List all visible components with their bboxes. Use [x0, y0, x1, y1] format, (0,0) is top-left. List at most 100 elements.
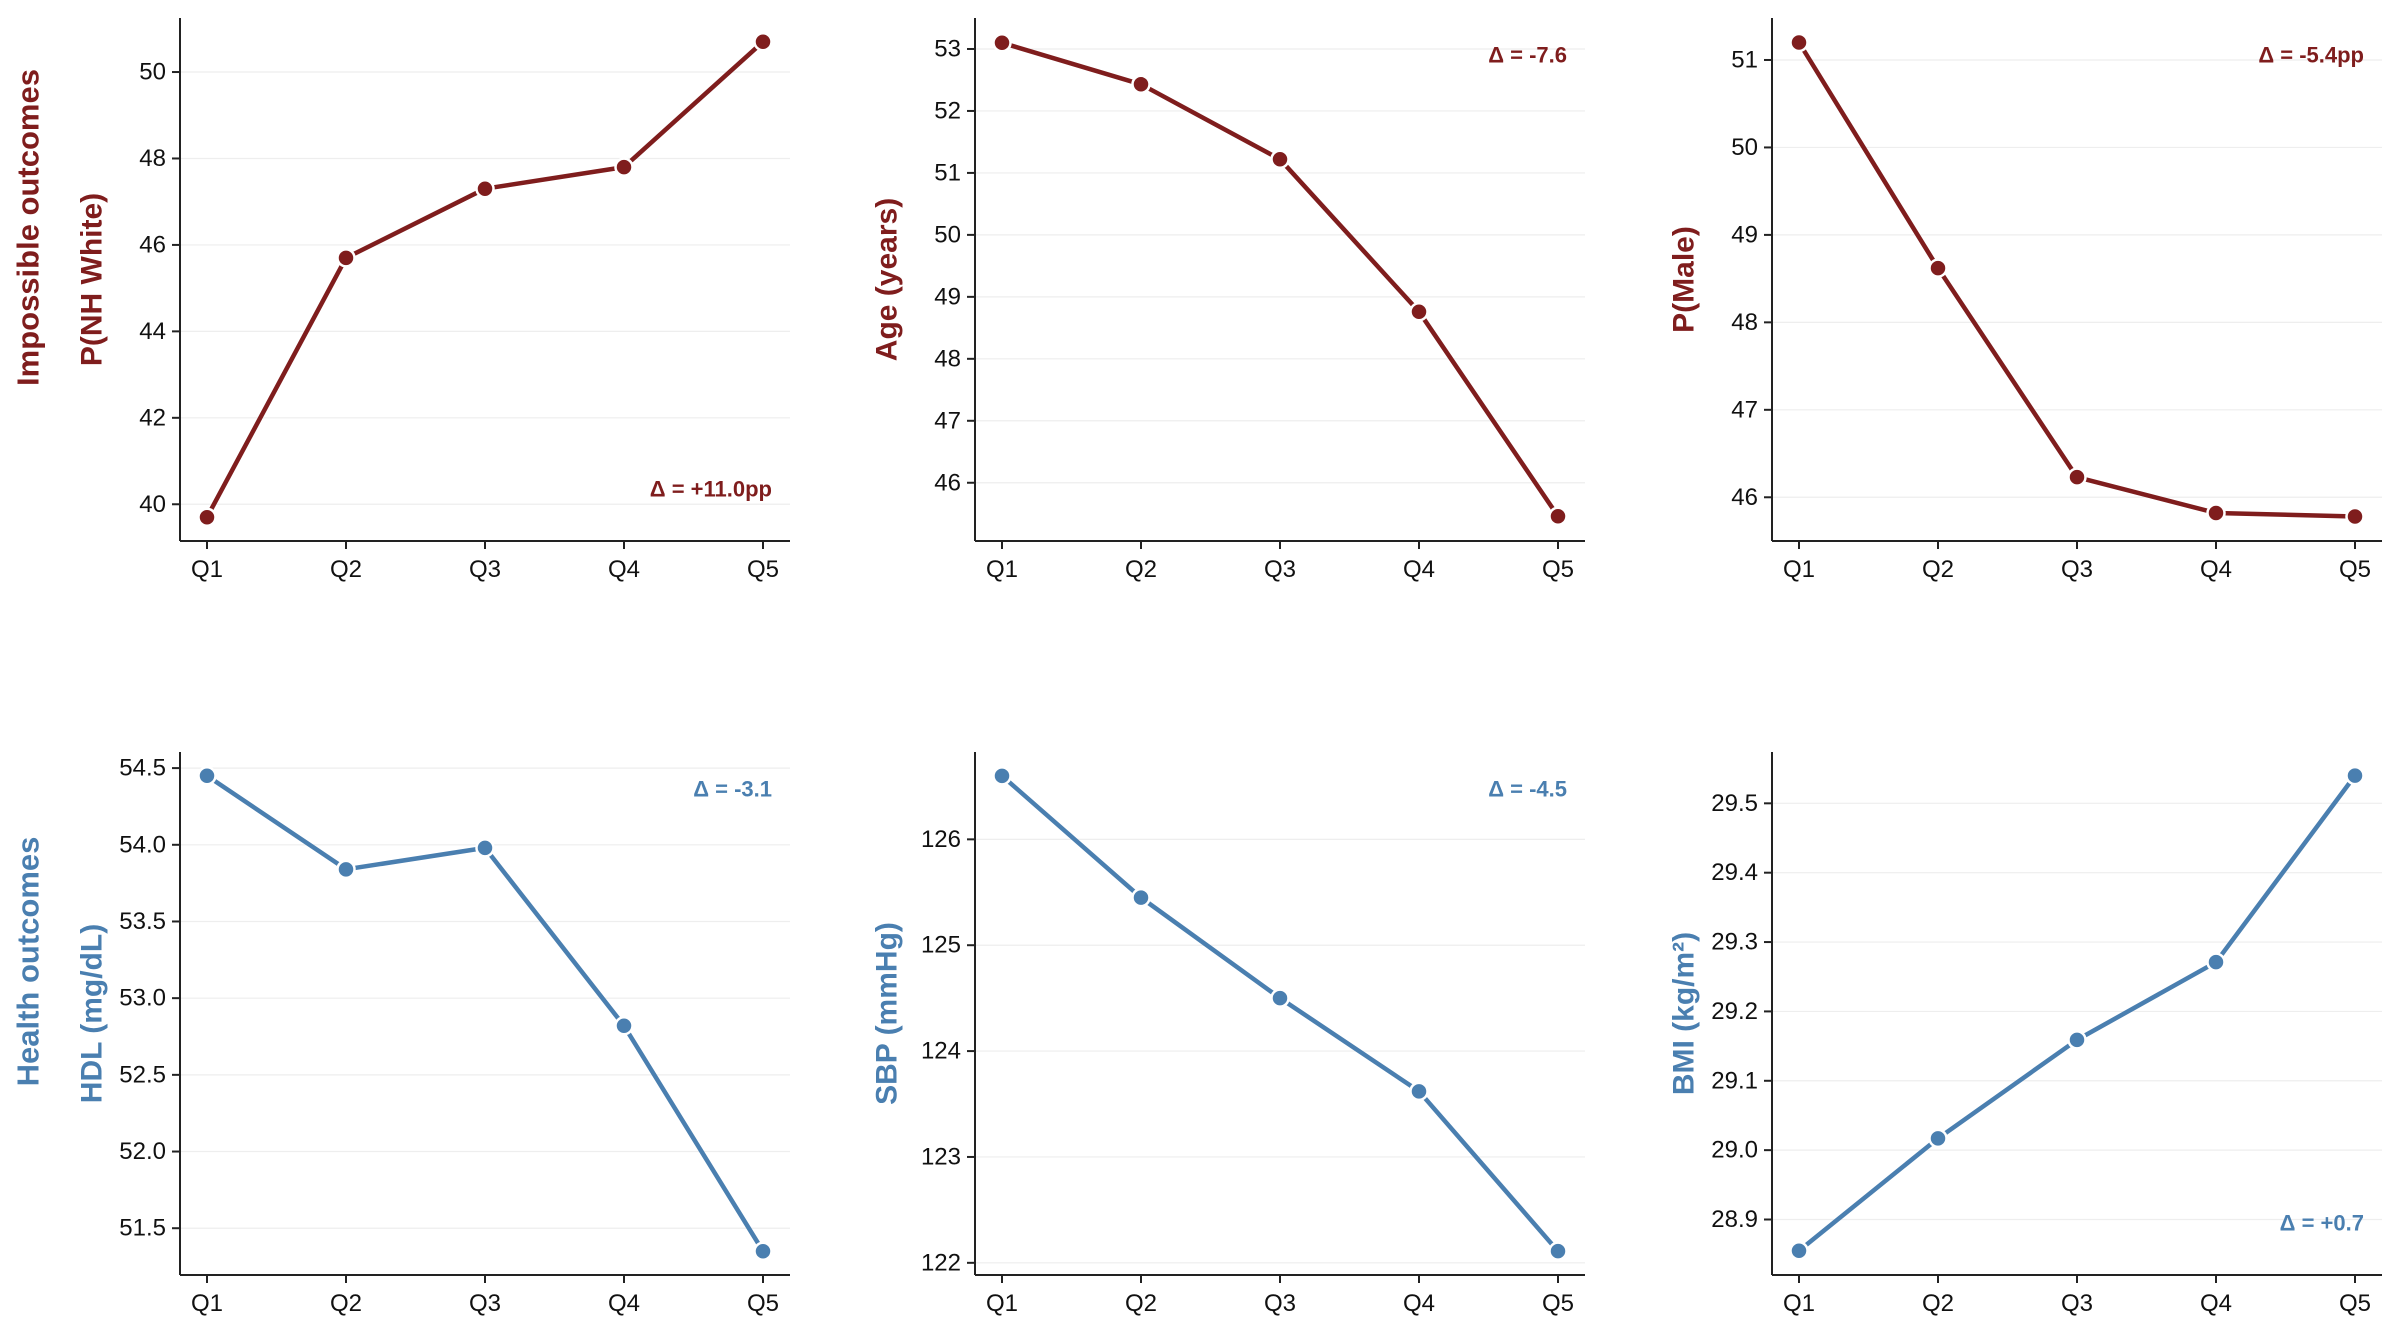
data-point [2206, 503, 2226, 523]
y-tick-label: 46 [139, 231, 166, 258]
data-point [614, 157, 634, 177]
x-tick-label: Q2 [1922, 556, 1954, 583]
data-point [1789, 1240, 1809, 1261]
y-tick-label: 29.3 [1711, 929, 1758, 956]
x-tick-label: Q4 [1403, 1290, 1435, 1317]
y-tick-label: 54.5 [119, 755, 166, 782]
data-point [2345, 765, 2365, 786]
x-tick-label: Q1 [1783, 1290, 1815, 1317]
y-tick-label: 53.5 [119, 908, 166, 935]
x-tick-label: Q3 [1264, 556, 1296, 583]
y-tick-label: 46 [934, 469, 961, 496]
delta-annotation: Δ = -5.4pp [2258, 43, 2364, 68]
x-tick-label: Q5 [1542, 556, 1574, 583]
y-tick-label: 52 [934, 97, 961, 124]
x-tick-label: Q1 [191, 1290, 223, 1317]
data-point [197, 766, 217, 786]
y-tick-label: 123 [921, 1143, 961, 1170]
subplot-3: 51.5 52.0 52.5 53.0 53.5 54.0 54.5 Q1 Q2 Q3 Q4 Q5 HD… [76, 752, 790, 1317]
data-point [1928, 1128, 1948, 1149]
y-tick-label: 49 [934, 283, 961, 310]
y-tick-label: 51 [934, 159, 961, 186]
x-tick-label: Q4 [1403, 556, 1435, 583]
data-point [1928, 258, 1948, 278]
delta-annotation: Δ = +11.0pp [650, 477, 772, 502]
x-tick-label: Q1 [1783, 556, 1815, 583]
data-point [336, 859, 356, 880]
y-tick-label: 126 [921, 826, 961, 853]
row-label: Impossible outcomes [11, 69, 46, 386]
y-tick-label: 29.1 [1711, 1067, 1758, 1094]
y-tick-label: 54.0 [119, 831, 166, 858]
series-line [999, 40, 1561, 519]
data-point [1548, 506, 1568, 526]
data-point [753, 32, 773, 52]
x-tick-label: Q5 [747, 1290, 779, 1317]
y-tick-label: 52.5 [119, 1061, 166, 1088]
data-point [2345, 506, 2365, 527]
x-tick-label: Q3 [469, 1290, 501, 1317]
delta-annotation: Δ = +0.7 [2280, 1211, 2364, 1236]
subplot-5: 28.9 29.0 29.1 29.2 29.3 29.4 29.5 Q1 Q2 Q3 Q4 Q5 BM… [1668, 752, 2382, 1317]
data-point [1409, 1081, 1429, 1102]
y-axis-label: BMI (kg/m²) [1668, 932, 1701, 1095]
y-axis-label: HDL (mg/dL) [76, 924, 109, 1103]
data-point [1409, 301, 1429, 322]
x-tick-label: Q4 [608, 1290, 640, 1317]
series-line [1796, 773, 2358, 1253]
x-tick-label: Q2 [330, 1290, 362, 1317]
y-axis-label: SBP (mmHg) [871, 922, 904, 1105]
y-tick-label: 48 [139, 145, 166, 172]
series-line [1796, 40, 2358, 519]
x-tick-label: Q2 [1125, 1290, 1157, 1317]
x-tick-label: Q1 [986, 556, 1018, 583]
x-tick-label: Q2 [1922, 1290, 1954, 1317]
y-tick-label: 50 [1731, 134, 1758, 161]
y-tick-label: 44 [139, 318, 166, 345]
x-tick-label: Q5 [1542, 1290, 1574, 1317]
data-point [197, 507, 217, 527]
y-tick-label: 48 [1731, 309, 1758, 336]
y-tick-label: 48 [934, 345, 961, 372]
data-point [2067, 467, 2087, 487]
data-point [336, 248, 356, 268]
data-point [992, 766, 1012, 786]
subplot-1: 46 47 48 49 50 51 52 53 Q1 Q2 Q3 Q4 Q5 Age (years) Δ =… [871, 18, 1585, 583]
data-point [475, 178, 495, 199]
y-axis-label: Age (years) [871, 198, 904, 361]
data-point [753, 1241, 773, 1261]
y-tick-label: 50 [934, 221, 961, 248]
data-point [2206, 952, 2226, 972]
x-tick-label: Q3 [1264, 1290, 1296, 1317]
data-point [2067, 1030, 2087, 1050]
y-axis-label: P(Male) [1668, 226, 1701, 333]
y-tick-label: 29.4 [1711, 859, 1758, 886]
x-tick-label: Q2 [1125, 556, 1157, 583]
data-point [1270, 988, 1290, 1008]
y-tick-label: 52.0 [119, 1138, 166, 1165]
x-tick-label: Q3 [2061, 1290, 2093, 1317]
data-point [1789, 32, 1809, 53]
data-point [1548, 1241, 1568, 1261]
y-tick-label: 40 [139, 491, 166, 518]
delta-annotation: Δ = -3.1 [693, 777, 772, 802]
data-point [992, 33, 1012, 53]
data-point [1131, 74, 1151, 95]
y-tick-label: 46 [1731, 484, 1758, 511]
x-tick-label: Q1 [986, 1290, 1018, 1317]
x-tick-label: Q2 [330, 556, 362, 583]
y-tick-label: 53.0 [119, 985, 166, 1012]
y-tick-label: 51.5 [119, 1215, 166, 1242]
series-line [999, 773, 1561, 1254]
x-tick-label: Q5 [747, 556, 779, 583]
delta-annotation: Δ = -7.6 [1488, 43, 1567, 68]
data-point [1131, 887, 1151, 908]
y-tick-label: 125 [921, 932, 961, 959]
y-tick-label: 29.0 [1711, 1137, 1758, 1164]
series-line [204, 39, 766, 520]
y-tick-label: 29.2 [1711, 998, 1758, 1025]
y-tick-label: 51 [1731, 46, 1758, 73]
y-tick-label: 47 [1731, 396, 1758, 423]
y-tick-label: 53 [934, 35, 961, 62]
